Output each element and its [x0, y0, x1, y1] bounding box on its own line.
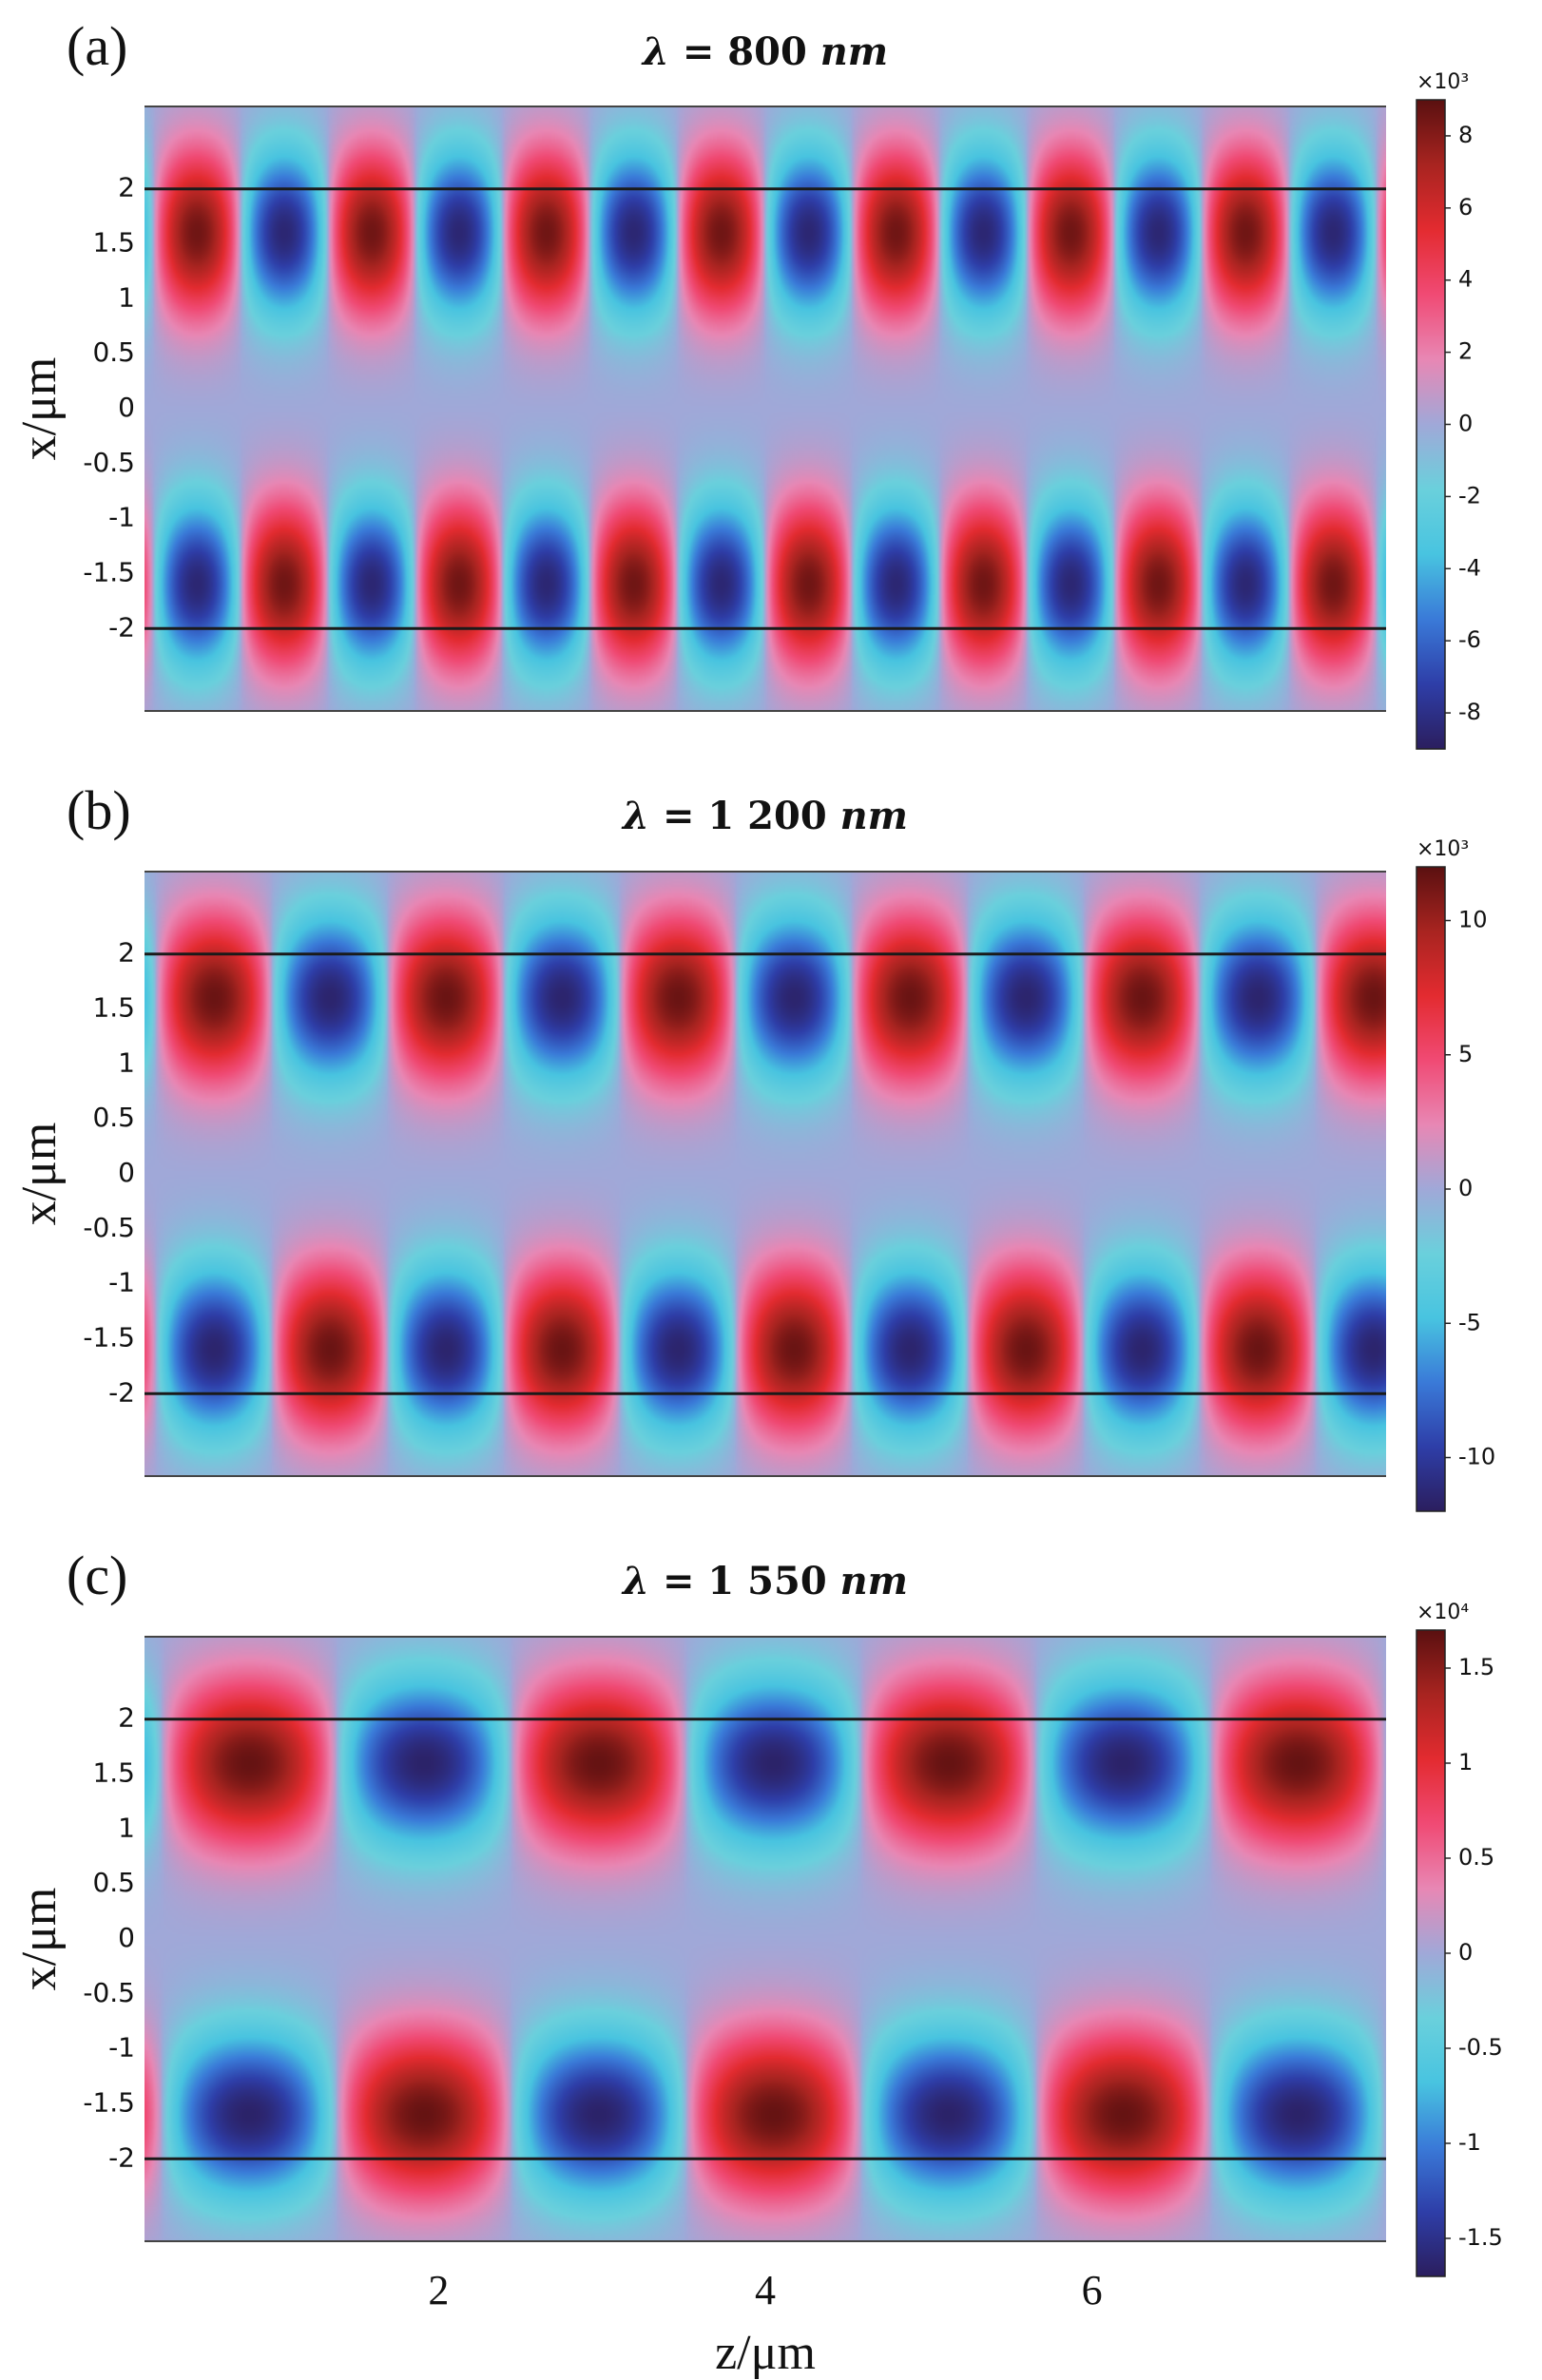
colorbar-tick-label: 1 — [1458, 1749, 1473, 1775]
colorbar-tick-label: 1.5 — [1458, 1654, 1494, 1680]
y-tick-label: -1.5 — [83, 2086, 135, 2118]
y-tick-label: 1 — [118, 1046, 135, 1078]
colorbar-tick-label: 0 — [1458, 411, 1473, 437]
heatmap-field — [145, 106, 1386, 711]
heatmap-field — [145, 872, 1386, 1476]
y-tick-label: 0.5 — [92, 1867, 135, 1898]
x-axis-label: z/μm — [715, 2326, 816, 2380]
y-tick-label: 2 — [118, 172, 135, 203]
heatmap-field — [145, 1637, 1386, 2241]
panel-b: (b) λ = 1 200 nm 2 1.5 1 0.5 0 -0.5 -1 -1.5 -2 x/μm… — [12, 779, 1495, 1512]
y-tick-label: -2 — [108, 611, 135, 643]
y-axis-label: x/μm — [12, 357, 67, 461]
y-tick-label: -1 — [108, 502, 135, 533]
colorbar-tick-label: -1.5 — [1458, 2224, 1503, 2251]
colorbar-tick-label: -5 — [1458, 1309, 1481, 1335]
colorbar-gradient — [1416, 866, 1446, 1512]
colorbar-tick-label: -10 — [1458, 1444, 1495, 1470]
panel-c: (c) λ = 1 550 nm 2 1.5 1 0.5 0 -0.5 -1 -1.5 -2 x/μm… — [12, 1545, 1503, 2380]
colorbar: 8 6 4 2 0 -2 -4 -6 -8 ×10³ — [1416, 70, 1481, 750]
colorbar-tick-label: 0.5 — [1458, 1844, 1494, 1871]
y-tick-label: 2 — [118, 937, 135, 969]
colorbar-tick-label: 8 — [1458, 122, 1473, 148]
y-tick-label: -0.5 — [83, 447, 135, 478]
y-tick-label: -1 — [108, 1267, 135, 1298]
panel-letter: (a) — [67, 15, 127, 77]
chart-title: λ = 800 nm — [641, 29, 888, 74]
y-tick-label: 1.5 — [92, 1757, 135, 1789]
colorbar-gradient — [1416, 99, 1446, 750]
y-tick-label: 1.5 — [92, 227, 135, 259]
colorbar-tick-label: 4 — [1458, 266, 1473, 293]
colorbar: 1.5 1 0.5 0 -0.5 -1 -1.5 ×10⁴ — [1416, 1601, 1503, 2277]
colorbar-tick-label: 0 — [1458, 1175, 1473, 1201]
colorbar-tick-label: 5 — [1458, 1041, 1473, 1067]
y-tick-label: -1.5 — [83, 1321, 135, 1353]
y-axis-label: x/μm — [12, 1123, 67, 1226]
colorbar-tick-label: 6 — [1458, 194, 1473, 221]
y-tick-label: 1 — [118, 281, 135, 313]
x-tick-label: 4 — [755, 2267, 776, 2313]
y-tick-label: -2 — [108, 2141, 135, 2173]
colorbar-multiplier: ×10⁴ — [1417, 1601, 1469, 1624]
y-tick-label: 0 — [118, 1157, 135, 1188]
y-tick-label: 1.5 — [92, 992, 135, 1024]
y-tick-label: 0.5 — [92, 1102, 135, 1133]
panel-letter: (b) — [67, 779, 131, 841]
y-tick-label: 0.5 — [92, 336, 135, 368]
chart-title: λ = 1 550 nm — [621, 1559, 908, 1603]
colorbar: 10 5 0 -5 -10 ×10³ — [1416, 837, 1495, 1512]
panel-a: (a) λ = 800 nm 2 1.5 1 0.5 0 -0.5 -1 -1.5 -2 x/μm 8 6… — [12, 15, 1481, 750]
colorbar-tick-label: 0 — [1458, 1939, 1473, 1966]
y-tick-label: -0.5 — [83, 1212, 135, 1243]
colorbar-tick-label: -1 — [1458, 2129, 1481, 2156]
x-tick-label: 6 — [1082, 2267, 1103, 2313]
colorbar-multiplier: ×10³ — [1417, 837, 1469, 861]
colorbar-tick-label: -4 — [1458, 554, 1481, 581]
y-axis-label: x/μm — [12, 1888, 67, 1991]
colorbar-tick-label: 2 — [1458, 338, 1473, 365]
y-tick-label: 0 — [118, 1922, 135, 1953]
colorbar-multiplier: ×10³ — [1417, 70, 1469, 94]
y-tick-label: -2 — [108, 1376, 135, 1408]
x-tick-label: 2 — [428, 2267, 449, 2313]
colorbar-tick-label: 10 — [1458, 907, 1488, 933]
colorbar-tick-label: -6 — [1458, 626, 1481, 653]
chart-title: λ = 1 200 nm — [621, 794, 908, 838]
colorbar-gradient — [1416, 1629, 1446, 2277]
y-tick-label: -0.5 — [83, 1977, 135, 2008]
y-tick-label: -1.5 — [83, 556, 135, 587]
colorbar-tick-label: -0.5 — [1458, 2034, 1503, 2061]
y-tick-label: 0 — [118, 392, 135, 423]
colorbar-tick-label: -2 — [1458, 482, 1481, 509]
panel-letter: (c) — [67, 1545, 127, 1606]
y-tick-label: 1 — [118, 1812, 135, 1843]
y-tick-label: 2 — [118, 1702, 135, 1734]
y-tick-label: -1 — [108, 2032, 135, 2063]
colorbar-tick-label: -8 — [1458, 699, 1481, 725]
